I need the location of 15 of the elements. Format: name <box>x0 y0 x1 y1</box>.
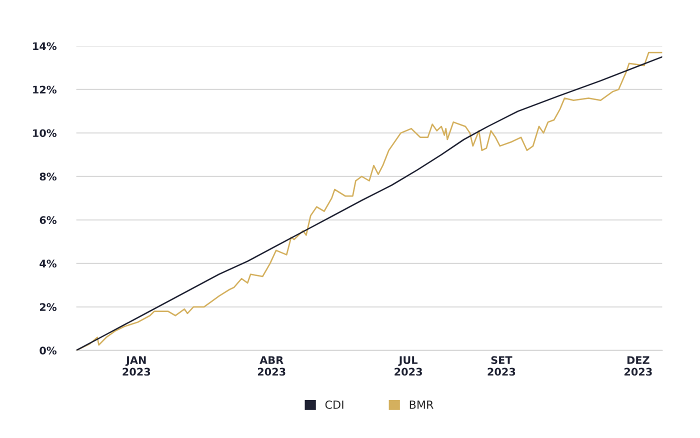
y-tick-label: 0% <box>40 346 57 355</box>
y-tick-label: 10% <box>33 129 57 138</box>
y-tick-label: 14% <box>33 42 57 50</box>
y-tick-label: 12% <box>33 86 57 94</box>
y-tick-label: 6% <box>40 216 57 224</box>
x-tick-label: JUL 2023 <box>394 356 422 376</box>
y-tick-label: 8% <box>40 172 57 181</box>
x-tick-label: ABR 2023 <box>258 356 286 376</box>
y-tick-label: 2% <box>40 303 57 312</box>
x-tick-label: JAN 2023 <box>122 356 150 376</box>
legend-label: CDI <box>325 400 344 409</box>
x-tick-label: DEZ 2023 <box>624 356 652 376</box>
y-tick-label: 4% <box>40 260 57 268</box>
legend-label: BMR <box>410 400 434 409</box>
x-tick-label: SET 2023 <box>488 356 516 376</box>
